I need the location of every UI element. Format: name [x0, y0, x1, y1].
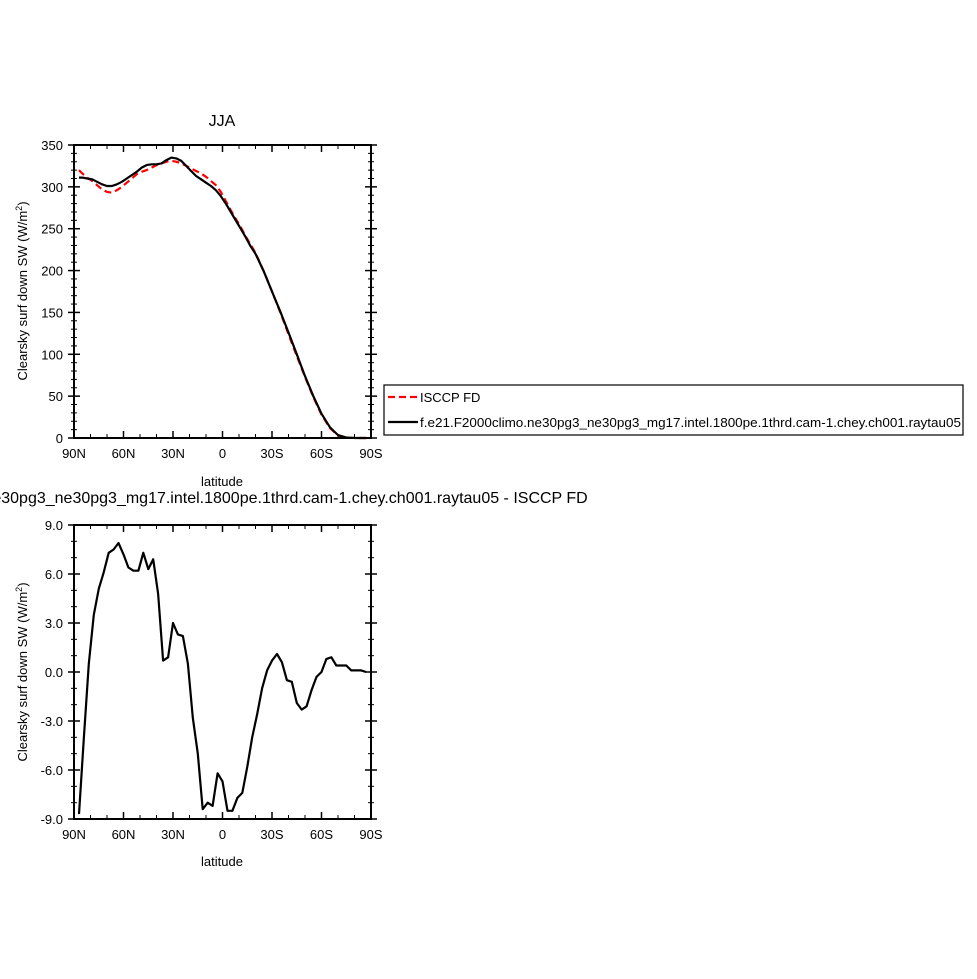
x-tick-label: 0	[219, 827, 226, 842]
x-tick-label: 90N	[62, 827, 86, 842]
top-panel-axes: 90N 60N 30N 0 30S 60S 90S 0 50 100 150 200 250 300 350	[41, 138, 383, 461]
bottom-panel-plot-area	[77, 541, 367, 815]
series-line-model	[79, 156, 367, 440]
bottom-panel-title: f.e21.F2000climo.ne30pg3_ne30pg3_mg17.in…	[0, 490, 588, 507]
x-tick-label: 90S	[359, 446, 382, 461]
y-tick-label: 9.0	[45, 518, 63, 533]
x-tick-label: 30N	[161, 827, 185, 842]
y-tick-label: 3.0	[45, 616, 63, 631]
y-tick-label: 0	[56, 431, 63, 446]
x-tick-label: 30N	[161, 446, 185, 461]
top-panel-plot-area	[78, 156, 367, 440]
y-tick-label: 200	[41, 264, 63, 279]
legend-label-model: f.e21.F2000climo.ne30pg3_ne30pg3_mg17.in…	[420, 415, 961, 430]
series-line-isccp	[78, 159, 367, 440]
top-panel-y-axis-label: Clearsky surf down SW (W/m2)	[14, 201, 30, 380]
y-tick-label: 6.0	[45, 567, 63, 582]
x-tick-label: 90S	[359, 827, 382, 842]
x-tick-label: 30S	[260, 827, 283, 842]
x-tick-label: 60N	[112, 446, 136, 461]
legend: ISCCP FD f.e21.F2000climo.ne30pg3_ne30pg…	[383, 384, 964, 436]
bottom-panel-x-axis-label: latitude	[201, 854, 243, 869]
x-tick-label: 30S	[260, 446, 283, 461]
y-tick-label: 150	[41, 305, 63, 320]
y-tick-label: 0.0	[45, 665, 63, 680]
y-tick-label: 300	[41, 180, 63, 195]
legend-label-isccp: ISCCP FD	[420, 390, 480, 405]
top-panel-x-axis-label: latitude	[201, 474, 243, 489]
y-tick-label: -9.0	[41, 812, 63, 827]
y-tick-label: 250	[41, 222, 63, 237]
legend-box	[383, 384, 964, 436]
top-panel-title: JJA	[209, 113, 236, 130]
x-tick-label: 90N	[62, 446, 86, 461]
y-tick-label: -3.0	[41, 714, 63, 729]
x-tick-label: 60S	[310, 446, 333, 461]
y-tick-label: 50	[49, 389, 63, 404]
y-tick-label: -6.0	[41, 763, 63, 778]
y-tick-label: 350	[41, 138, 63, 153]
x-tick-label: 60N	[112, 827, 136, 842]
bottom-panel: f.e21.F2000climo.ne30pg3_ne30pg3_mg17.in…	[0, 490, 588, 869]
bottom-panel-axes: 90N 60N 30N 0 30S 60S 90S -9.0 -6.0 -3.0 0.0 3.0 6.0…	[41, 518, 383, 842]
series-line-model	[77, 541, 367, 815]
top-panel: JJA 90N 60N 30N 0 30S 60S 90S 0 50 100 150 200 250 30…	[14, 113, 383, 489]
bottom-panel-y-axis-label: Clearsky surf down SW (W/m2)	[14, 582, 30, 761]
x-tick-label: 0	[219, 446, 226, 461]
y-tick-label: 100	[41, 347, 63, 362]
x-tick-label: 60S	[310, 827, 333, 842]
